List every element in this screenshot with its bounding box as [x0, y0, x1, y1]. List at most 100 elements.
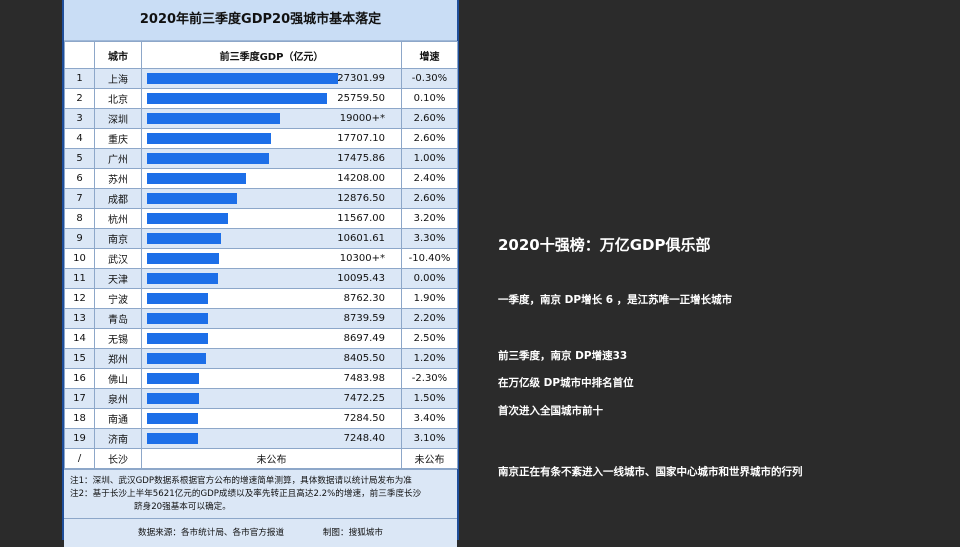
rank-cell: 14	[64, 328, 95, 349]
gdp-value: 8405.50	[343, 353, 385, 364]
gdp-value: 19000+*	[339, 113, 385, 124]
gdp-bar	[147, 433, 198, 444]
rank-cell: 6	[64, 168, 95, 189]
gdp-cell: 12876.50	[141, 188, 402, 209]
gdp-cell: 14208.00	[141, 168, 402, 189]
gdp-value: 17475.86	[337, 153, 385, 164]
gdp-value: 10095.43	[337, 273, 385, 284]
gdp-value: 8762.30	[343, 293, 385, 304]
growth-cell: 1.00%	[401, 148, 458, 169]
city-cell: 郑州	[94, 348, 142, 369]
rank-cell: 3	[64, 108, 95, 129]
growth-cell: 1.90%	[401, 288, 458, 309]
gdp-bar	[147, 213, 228, 224]
growth-cell: -0.30%	[401, 68, 458, 89]
rank-cell: 16	[64, 368, 95, 389]
city-cell: 重庆	[94, 128, 142, 149]
text-line-3: 在万亿级 DP城市中排名首位	[498, 377, 634, 389]
city-cell: 宁波	[94, 288, 142, 309]
table-row: 5 广州 17475.86 1.00%	[64, 148, 458, 169]
header-gdp: 前三季度GDP（亿元）	[141, 41, 402, 69]
table-row: 3 深圳 19000+* 2.60%	[64, 108, 458, 129]
growth-cell: 3.40%	[401, 408, 458, 429]
gdp-value: 14208.00	[337, 173, 385, 184]
city-cell: 青岛	[94, 308, 142, 329]
growth-cell: 3.10%	[401, 428, 458, 449]
gdp-cell: 8697.49	[141, 328, 402, 349]
gdp-cell: 11567.00	[141, 208, 402, 229]
table-row: 18 南通 7284.50 3.40%	[64, 408, 458, 429]
city-cell: 武汉	[94, 248, 142, 269]
header-growth: 增速	[401, 41, 458, 69]
text-line-4: 首次进入全国城市前十	[498, 405, 603, 417]
growth-cell: 2.60%	[401, 188, 458, 209]
rank-cell: 2	[64, 88, 95, 109]
table-footer: 数据来源：各市统计局、各市官方报道 制图：搜狐城市	[64, 518, 457, 547]
gdp-cell: 17475.86	[141, 148, 402, 169]
gdp-cell: 10095.43	[141, 268, 402, 289]
city-cell: 广州	[94, 148, 142, 169]
table-row: 9 南京 10601.61 3.30%	[64, 228, 458, 249]
table-row: 4 重庆 17707.10 2.60%	[64, 128, 458, 149]
gdp-value: 11567.00	[337, 213, 385, 224]
rank-cell: 18	[64, 408, 95, 429]
gdp-value: 17707.10	[337, 133, 385, 144]
rank-cell: 12	[64, 288, 95, 309]
rank-cell: 4	[64, 128, 95, 149]
city-cell: 深圳	[94, 108, 142, 129]
gdp-bar	[147, 273, 218, 284]
table-row: 17 泉州 7472.25 1.50%	[64, 388, 458, 409]
table-row: 1 上海 27301.99 -0.30%	[64, 68, 458, 89]
growth-cell: 2.20%	[401, 308, 458, 329]
table-title: 2020年前三季度GDP20强城市基本落定	[64, 0, 457, 41]
growth-cell: 1.20%	[401, 348, 458, 369]
city-cell: 南通	[94, 408, 142, 429]
table-row: 19 济南 7248.40 3.10%	[64, 428, 458, 449]
rank-cell: /	[64, 448, 95, 469]
gdp-bar	[147, 293, 208, 304]
city-cell: 泉州	[94, 388, 142, 409]
growth-cell: -2.30%	[401, 368, 458, 389]
gdp-value: 7248.40	[343, 433, 385, 444]
gdp-bar	[147, 373, 199, 384]
growth-cell: 2.40%	[401, 168, 458, 189]
header-index	[64, 41, 95, 69]
city-cell: 无锡	[94, 328, 142, 349]
table-row: 2 北京 25759.50 0.10%	[64, 88, 458, 109]
city-cell: 济南	[94, 428, 142, 449]
data-source: 数据来源：各市统计局、各市官方报道	[137, 528, 285, 538]
gdp-table: 城市 前三季度GDP（亿元） 增速 1 上海 27301.99 -0.30% 2 北京 25…	[64, 41, 458, 469]
slide-heading: 2020十强榜：万亿GDP俱乐部	[498, 236, 711, 254]
gdp-value: 7483.98	[343, 373, 385, 384]
city-cell: 北京	[94, 88, 142, 109]
gdp-cell: 7248.40	[141, 428, 402, 449]
gdp-cell: 27301.99	[141, 68, 402, 89]
note-2-cont: 跻身20强基本可以确定。	[134, 502, 231, 512]
rank-cell: 10	[64, 248, 95, 269]
table-row: 13 青岛 8739.59 2.20%	[64, 308, 458, 329]
rank-cell: 5	[64, 148, 95, 169]
growth-cell: 2.50%	[401, 328, 458, 349]
table-row: 16 佛山 7483.98 -2.30%	[64, 368, 458, 389]
city-cell: 南京	[94, 228, 142, 249]
table-row: 15 郑州 8405.50 1.20%	[64, 348, 458, 369]
table-notes: 注1：深圳、武汉GDP数据系根据官方公布的增速简单测算，具体数据请以统计局发布为…	[64, 469, 457, 518]
gdp-cell: 7284.50	[141, 408, 402, 429]
text-line-1: 一季度，南京 DP增长 6 ，是江苏唯一正增长城市	[498, 294, 733, 306]
city-cell: 上海	[94, 68, 142, 89]
growth-cell: 1.50%	[401, 388, 458, 409]
gdp-cell: 25759.50	[141, 88, 402, 109]
rank-cell: 11	[64, 268, 95, 289]
table-row: 11 天津 10095.43 0.00%	[64, 268, 458, 289]
gdp-cell: 19000+*	[141, 108, 402, 129]
rank-cell: 7	[64, 188, 95, 209]
rank-cell: 15	[64, 348, 95, 369]
growth-cell: 3.20%	[401, 208, 458, 229]
note-2: 注2：基于长沙上半年5621亿元的GDP成绩以及率先转正且高达2.2%的增速，前…	[70, 489, 422, 499]
table-row: 10 武汉 10300+* -10.40%	[64, 248, 458, 269]
growth-cell: -10.40%	[401, 248, 458, 269]
text-line-2: 前三季度，南京 DP增速33	[498, 350, 628, 362]
gdp-value: 7284.50	[343, 413, 385, 424]
table-row: 7 成都 12876.50 2.60%	[64, 188, 458, 209]
rank-cell: 13	[64, 308, 95, 329]
